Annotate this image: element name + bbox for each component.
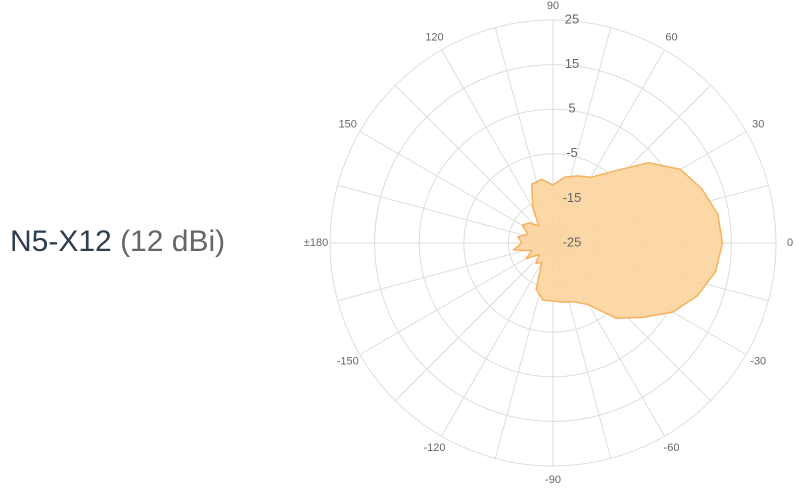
angle-label: ±180 bbox=[304, 237, 328, 249]
grid-spoke bbox=[441, 242, 554, 437]
radial-label: -5 bbox=[566, 145, 578, 160]
angle-label: 60 bbox=[665, 32, 677, 44]
radial-label: 5 bbox=[568, 101, 575, 116]
radial-label: 25 bbox=[565, 11, 579, 26]
gain: (12 dBi) bbox=[120, 225, 225, 258]
radial-label: -25 bbox=[563, 234, 582, 249]
angle-label: 150 bbox=[339, 118, 357, 130]
angle-label: 120 bbox=[425, 32, 443, 44]
grid-spoke bbox=[359, 131, 554, 244]
chart-title: N5-X12 (12 dBi) bbox=[10, 225, 225, 258]
grid-spoke bbox=[394, 84, 554, 244]
model-name: N5-X12 bbox=[10, 225, 112, 258]
grid-spoke bbox=[337, 184, 554, 244]
angle-label: -60 bbox=[664, 442, 680, 454]
angle-label: -150 bbox=[337, 355, 359, 367]
angle-label: 90 bbox=[547, 0, 559, 12]
pattern-area bbox=[512, 161, 724, 319]
angle-label: -30 bbox=[750, 355, 766, 367]
grid-spoke bbox=[394, 242, 554, 402]
angle-label: -90 bbox=[545, 474, 561, 486]
angle-label: -120 bbox=[423, 442, 445, 454]
radial-label: -15 bbox=[563, 190, 582, 205]
grid-spoke bbox=[337, 242, 554, 302]
grid-spoke bbox=[359, 242, 554, 355]
radial-label: 15 bbox=[565, 56, 579, 71]
angle-label: 30 bbox=[752, 118, 764, 130]
angle-label: 0 bbox=[787, 237, 793, 249]
